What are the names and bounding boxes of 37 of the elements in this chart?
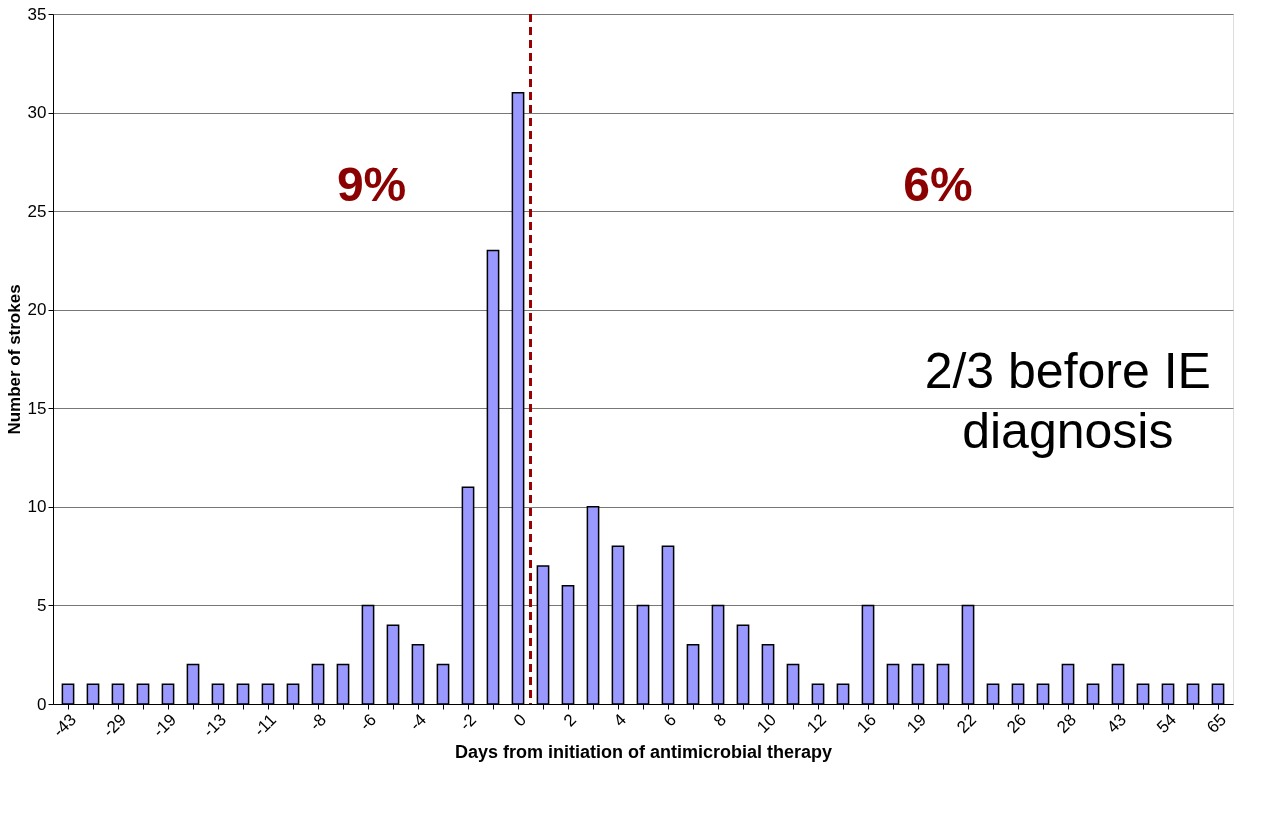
x-tick-label: -2 <box>455 710 481 735</box>
x-tick-label: 12 <box>803 710 831 737</box>
x-tick-label: -6 <box>355 710 381 735</box>
x-tick-label: -13 <box>199 710 231 741</box>
x-tick-label: -4 <box>405 710 431 735</box>
y-tick-label: 25 <box>27 201 47 221</box>
x-tick-label: 8 <box>709 710 731 731</box>
x-tick-label: 10 <box>753 710 781 737</box>
y-tick-label: 10 <box>27 497 47 517</box>
x-axis-title: Days from initiation of antimicrobial therapy <box>454 742 833 763</box>
y-tick-label: 30 <box>27 103 47 123</box>
x-tick-label: 6 <box>659 710 681 731</box>
y-tick-label: 15 <box>27 398 47 418</box>
annotation: 2/3 before IE diagnosis <box>924 342 1211 459</box>
x-tick-label: 54 <box>1153 710 1181 737</box>
x-tick-label: 28 <box>1053 710 1081 737</box>
x-tick-label: -29 <box>99 710 131 741</box>
x-tick-label: 65 <box>1203 710 1231 737</box>
x-tick-label: -43 <box>49 710 81 741</box>
y-tick-label: 0 <box>37 694 47 714</box>
x-tick-label: 22 <box>953 710 981 737</box>
x-tick-label: 26 <box>1003 710 1031 737</box>
annotation: 6% <box>903 157 973 211</box>
y-tick-label: 5 <box>37 595 47 615</box>
y-tick-label: 20 <box>27 300 47 320</box>
x-tick-label: 2 <box>559 710 581 731</box>
x-tick-label: -8 <box>305 710 331 735</box>
x-tick-label: 16 <box>853 710 881 737</box>
x-tick-label: 19 <box>903 710 931 737</box>
x-tick-label: 0 <box>509 710 531 731</box>
y-axis-title: Number of strokes <box>4 284 24 435</box>
y-tick-label: 35 <box>27 4 47 24</box>
x-tick-label: -19 <box>149 710 181 741</box>
x-tick-label: -11 <box>250 710 281 741</box>
x-tick-label: 43 <box>1103 710 1131 737</box>
annotation: 9% <box>336 157 407 211</box>
x-tick-label: 4 <box>609 710 631 731</box>
